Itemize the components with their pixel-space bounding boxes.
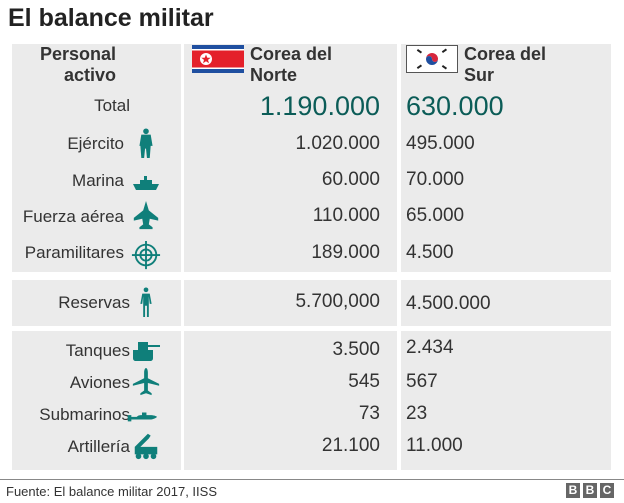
panel-north-active (184, 44, 397, 272)
footer-divider (0, 479, 624, 480)
panel-south-reserve (401, 280, 611, 326)
header-north: Corea del Norte (250, 44, 333, 85)
row-label: Reservas (58, 293, 130, 312)
north-value: 60.000 (321, 169, 380, 190)
person-icon (140, 287, 152, 317)
crosshair-icon (131, 240, 161, 270)
south-value: 630.000 (406, 91, 504, 121)
header-category: Personal activo (39, 44, 116, 85)
panel-labels-active (12, 44, 181, 272)
page-title: El balance militar (8, 4, 214, 32)
panel-south-active (401, 44, 611, 272)
south-value: 4.500 (406, 242, 454, 263)
row-label: Fuerza aérea (22, 207, 124, 226)
row-label: Tanques (65, 341, 130, 360)
south-value: 495.000 (406, 133, 475, 154)
south-value: 11.000 (406, 435, 463, 456)
north-value: 5.700,000 (295, 291, 380, 312)
north-korea-flag-icon (192, 45, 244, 73)
fighter-jet-icon (133, 200, 159, 230)
row-label: Ejército (67, 134, 124, 153)
row-label: Marina (72, 171, 124, 190)
row-label: Artillería (67, 437, 130, 456)
panel-labels-reserve (12, 280, 181, 326)
north-value: 1.190.000 (259, 91, 380, 121)
source-note: Fuente: El balance militar 2017, IISS (6, 484, 218, 499)
south-value: 23 (406, 403, 428, 424)
north-value: 545 (348, 371, 380, 392)
ship-icon (133, 176, 159, 190)
tank-icon (133, 342, 160, 361)
panel-north-reserve (184, 280, 397, 326)
north-value: 110.000 (312, 205, 380, 226)
north-value: 21.100 (321, 435, 380, 456)
panel-north-equipment (184, 331, 397, 470)
north-value: 1.020.000 (295, 133, 380, 154)
north-value: 73 (358, 403, 380, 424)
south-value: 567 (406, 371, 438, 392)
header-south: Corea del Sur (464, 44, 547, 85)
south-value: 4.500.000 (406, 293, 491, 314)
panel-south-equipment (401, 331, 611, 470)
south-value: 70.000 (406, 169, 465, 190)
row-label: Paramilitares (24, 243, 124, 262)
north-value: 189.000 (311, 242, 380, 263)
artillery-icon (134, 433, 158, 460)
south-value: 65.000 (406, 205, 465, 226)
row-label: Submarinos (39, 405, 130, 424)
south-value: 2.434 (406, 337, 454, 358)
soldier-icon (139, 128, 153, 158)
row-label: Total (94, 96, 130, 115)
airplane-icon (132, 367, 160, 396)
south-korea-flag-icon (406, 45, 458, 73)
north-value: 3.500 (332, 339, 380, 360)
submarine-icon (127, 412, 158, 422)
row-label: Aviones (69, 373, 130, 392)
